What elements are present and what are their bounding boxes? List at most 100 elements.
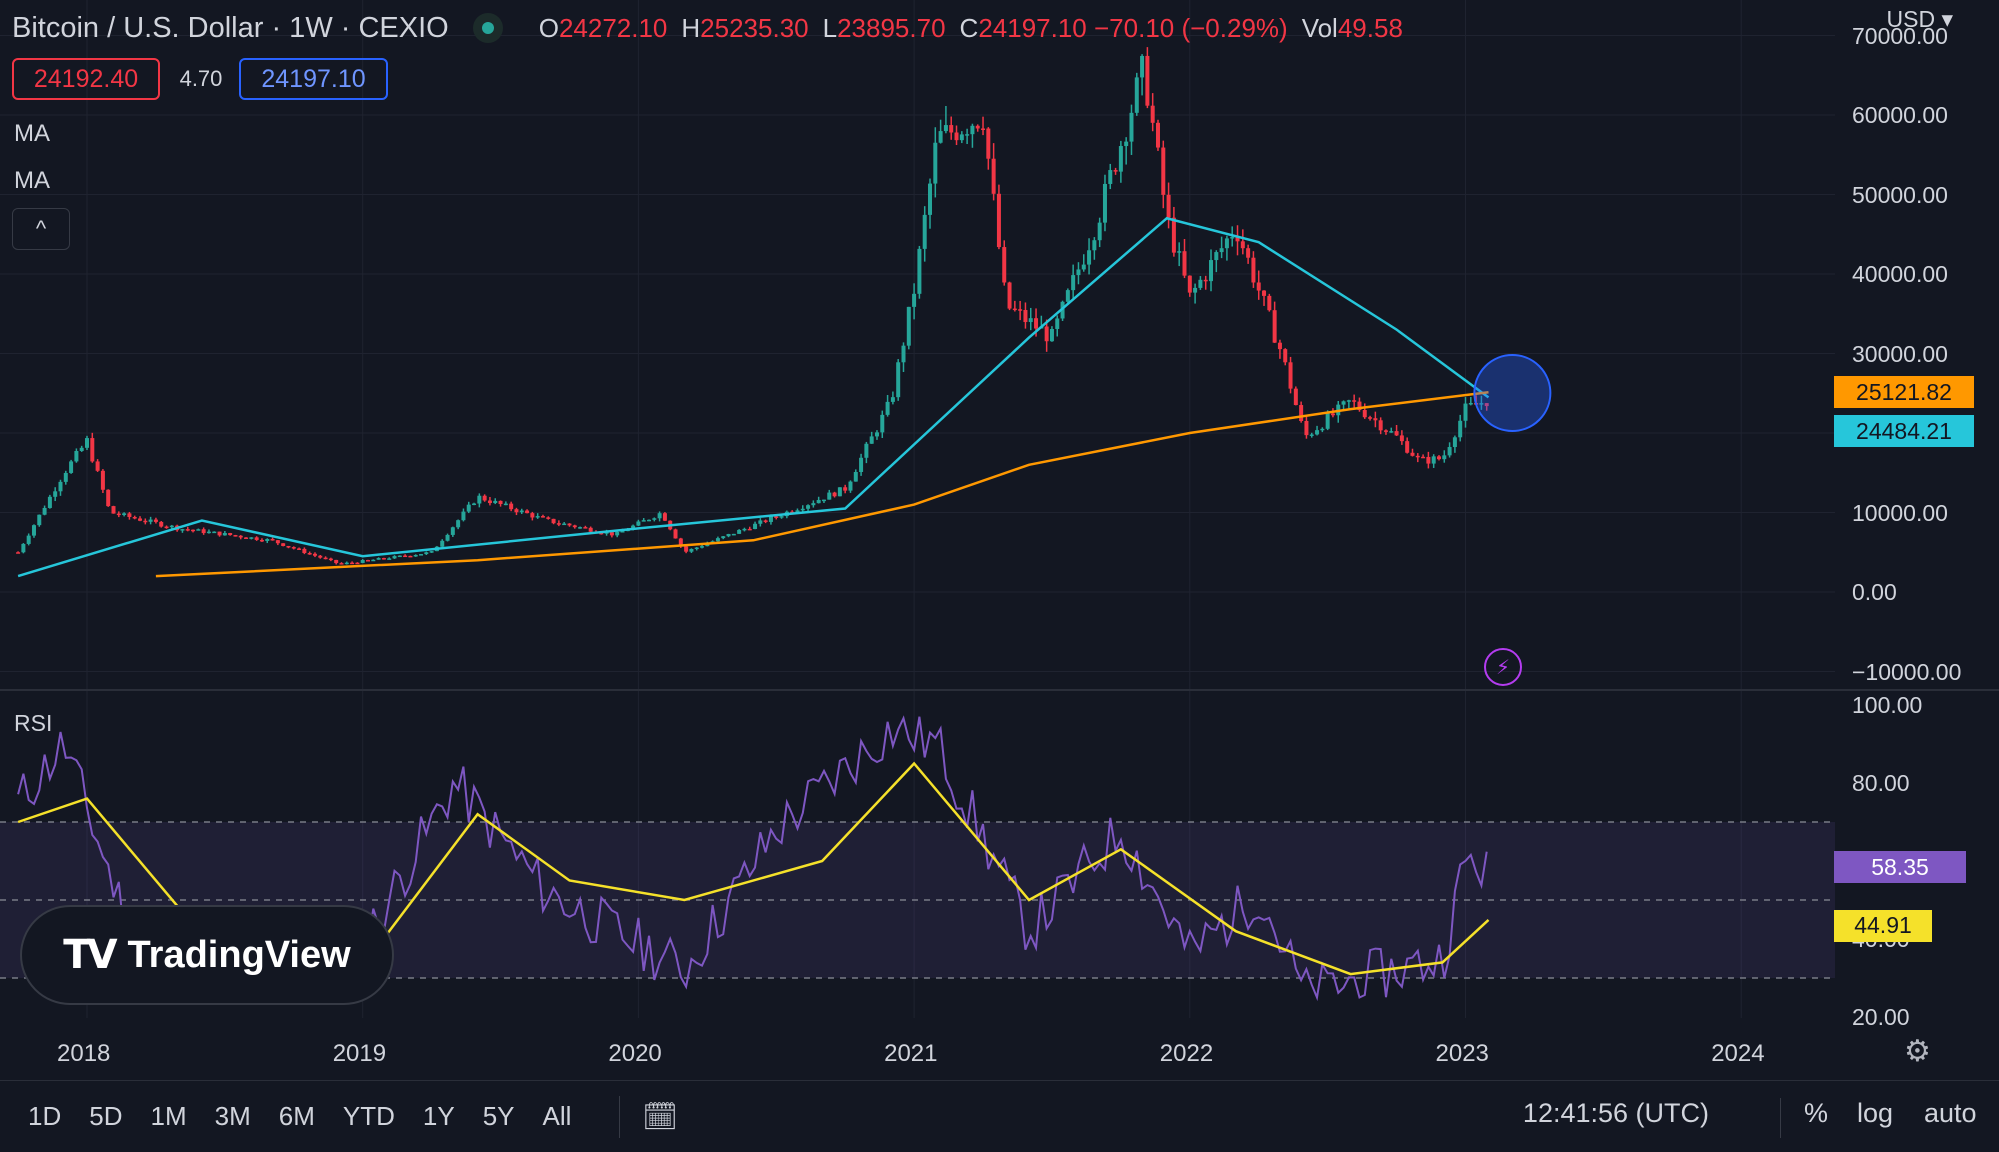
ma-slow-price-badge: 25121.82	[1834, 376, 1974, 409]
buy-price-box[interactable]: 24197.10	[239, 58, 388, 100]
timeframe-6m-button[interactable]: 6M	[278, 1101, 315, 1131]
candle-body	[281, 543, 286, 546]
divider	[619, 1095, 621, 1138]
candle-body	[106, 489, 111, 507]
candle-body	[477, 495, 482, 504]
candle-body	[795, 510, 800, 513]
sell-price-box[interactable]: 24192.40	[12, 58, 160, 100]
price-tick-label: −10000.00	[1852, 658, 1962, 685]
candle-body	[949, 125, 954, 133]
timeframe-1y-button[interactable]: 1Y	[422, 1101, 455, 1131]
candle-body	[1405, 441, 1410, 453]
timeframe-ytd-button[interactable]: YTD	[342, 1101, 395, 1131]
candle-body	[233, 535, 238, 537]
candle-body	[164, 526, 169, 529]
candle-body	[1458, 420, 1463, 438]
price-tick-label: 0.00	[1852, 579, 1897, 605]
candle-body	[1071, 275, 1076, 291]
candle-body	[859, 457, 864, 472]
candle-body	[864, 443, 869, 458]
price-tick-label: 40000.00	[1852, 261, 1948, 287]
price-tick-label: 30000.00	[1852, 340, 1948, 367]
candle-body	[1044, 326, 1049, 342]
candle-body	[63, 472, 68, 482]
timeframe-5d-button[interactable]: 5D	[89, 1101, 123, 1131]
candle-body	[933, 142, 938, 184]
indicator-legend-ma-1[interactable]: MA	[14, 120, 50, 147]
rsi-legend[interactable]: RSI	[14, 710, 53, 736]
utc-clock[interactable]: 12:41:56 (UTC)	[1522, 1098, 1709, 1128]
indicator-legend-ma-2[interactable]: MA	[14, 167, 50, 194]
ma-slow-line[interactable]	[155, 391, 1489, 578]
ma-fast-line[interactable]	[17, 216, 1490, 578]
candle-body	[355, 562, 360, 565]
candle-body	[1357, 401, 1362, 411]
date-range-calendar-icon[interactable]: 🗓	[642, 1101, 678, 1132]
candle-body	[1097, 222, 1102, 241]
collapse-legend-button[interactable]: ^	[12, 208, 70, 250]
candle-body	[191, 529, 196, 532]
timeframe-1m-button[interactable]: 1M	[150, 1101, 187, 1131]
year-tick-label: 2024	[1711, 1040, 1765, 1067]
candle-body	[641, 520, 646, 522]
symbol-title[interactable]: Bitcoin / U.S. Dollar · 1W · CEXIO	[12, 11, 449, 44]
candle-body	[259, 539, 264, 542]
candle-body	[726, 534, 731, 537]
candle-body	[1352, 400, 1357, 402]
candle-body	[16, 552, 21, 554]
candle-body	[1134, 77, 1139, 113]
candle-body	[827, 492, 832, 500]
log-toggle[interactable]: log	[1857, 1098, 1894, 1128]
ohlc-value: 25235.30	[700, 12, 809, 43]
crossover-highlight-circle[interactable]	[1473, 354, 1552, 432]
candle-body	[403, 555, 408, 558]
tradingview-mark-icon: TV	[63, 932, 117, 978]
candle-body	[69, 461, 74, 473]
candle-body	[1161, 147, 1166, 195]
percent-toggle[interactable]: %	[1804, 1098, 1829, 1128]
timeframe-1d-button[interactable]: 1D	[28, 1101, 62, 1131]
currency-selector[interactable]: USD ▾	[1886, 6, 1954, 32]
candle-body	[689, 548, 694, 552]
candle-body	[599, 532, 604, 535]
candle-body	[1341, 401, 1346, 405]
candle-body	[609, 532, 614, 536]
candle-body	[673, 529, 678, 539]
candle-body	[996, 193, 1001, 248]
candle-body	[662, 513, 667, 521]
candle-body	[1007, 282, 1012, 309]
market-status-icon[interactable]	[472, 13, 503, 43]
timeframe-5y-button[interactable]: 5Y	[482, 1101, 515, 1131]
lightning-event-icon[interactable]: ⚡	[1484, 648, 1522, 686]
candle-body	[1081, 264, 1086, 270]
candle-body	[1426, 456, 1431, 464]
candle-body	[530, 513, 535, 518]
candle-body	[1484, 403, 1489, 407]
candle-body	[1431, 456, 1436, 464]
candle-body	[1346, 400, 1351, 402]
candle-body	[1267, 295, 1272, 311]
candle-body	[47, 496, 52, 508]
ohlc-readout: O 24272.10 H 25235.30 L 23895.70 C 24197.10 −70…	[525, 13, 1403, 44]
candle-body	[657, 513, 662, 519]
candle-body	[567, 523, 572, 526]
candle-body	[286, 545, 291, 548]
candle-body	[360, 560, 365, 563]
gear-icon[interactable]: ⚙	[1904, 1035, 1931, 1068]
candle-body	[1288, 362, 1293, 389]
candlestick-series[interactable]	[16, 47, 1489, 565]
candle-body	[312, 553, 317, 556]
candle-body	[615, 531, 620, 536]
candle-body	[742, 528, 747, 531]
candle-body	[1421, 456, 1426, 459]
timeframe-3m-button[interactable]: 3M	[214, 1101, 251, 1131]
candle-body	[700, 546, 705, 548]
candle-body	[1383, 430, 1388, 432]
auto-toggle[interactable]: auto	[1924, 1098, 1977, 1128]
candle-body	[1193, 287, 1198, 293]
candle-body	[21, 543, 26, 553]
candle-body	[122, 513, 127, 516]
timeframe-all-button[interactable]: All	[542, 1101, 572, 1131]
candle-body	[482, 495, 487, 501]
candle-body	[1108, 170, 1113, 184]
